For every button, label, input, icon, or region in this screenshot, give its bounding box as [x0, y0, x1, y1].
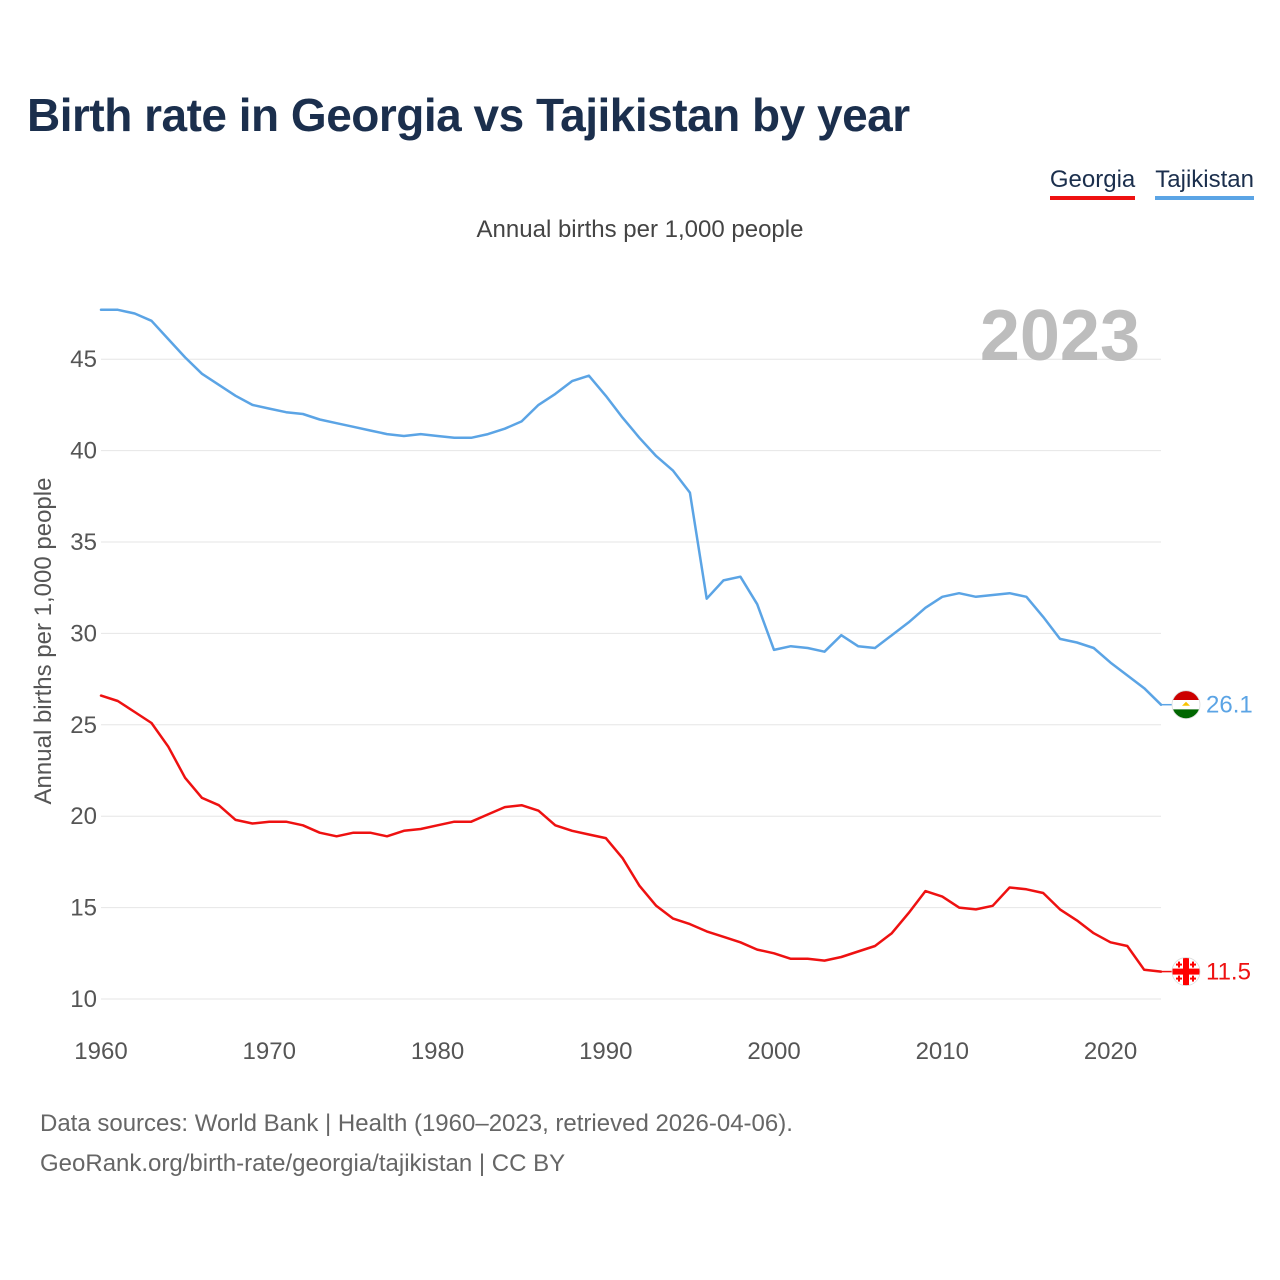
y-axis-label: Annual births per 1,000 people — [30, 478, 57, 805]
y-tick-label: 40 — [70, 438, 97, 465]
source-url[interactable]: GeoRank.org/birth-rate/georgia/tajikista… — [40, 1150, 566, 1177]
tajikistan-flag-icon — [1171, 690, 1201, 720]
x-axis-ticks: 1960 1970 1980 1990 2000 2010 2020 — [74, 1038, 1137, 1065]
legend-item-georgia[interactable]: Georgia — [1049, 166, 1136, 200]
x-tick-label: 1960 — [74, 1038, 127, 1065]
x-tick-label: 1970 — [243, 1038, 296, 1065]
x-tick-label: 2000 — [747, 1038, 800, 1065]
y-tick-label: 20 — [70, 803, 97, 830]
y-tick-label: 45 — [70, 346, 97, 373]
x-tick-label: 1990 — [579, 1038, 632, 1065]
legend-item-tajikistan[interactable]: Tajikistan — [1155, 166, 1254, 200]
y-tick-label: 30 — [70, 620, 97, 647]
x-tick-label: 2020 — [1084, 1038, 1137, 1065]
year-watermark: 2023 — [980, 296, 1140, 376]
chart-title: Birth rate in Georgia vs Tajikistan by y… — [27, 89, 910, 141]
chart-subtitle: Annual births per 1,000 people — [476, 216, 804, 243]
y-tick-label: 35 — [70, 529, 97, 556]
end-markers: 11.5 26.1 — [1161, 690, 1253, 986]
series-line-tajikistan[interactable] — [99, 308, 1163, 706]
y-tick-label: 10 — [70, 986, 97, 1013]
x-tick-label: 1980 — [411, 1038, 464, 1065]
end-value-label-georgia: 11.5 — [1206, 959, 1251, 986]
footer: Data sources: World Bank | Health (1960–… — [40, 1104, 793, 1184]
gridlines — [101, 358, 1161, 1000]
series-line-georgia[interactable] — [99, 694, 1163, 973]
legend: Georgia Tajikistan — [1049, 166, 1254, 200]
series-lines — [99, 308, 1163, 973]
georgia-flag-icon — [1171, 957, 1201, 986]
data-source-note: Data sources: World Bank | Health (1960–… — [40, 1110, 793, 1137]
y-tick-label: 15 — [70, 895, 97, 922]
end-value-label-tajikistan: 26.1 — [1206, 692, 1253, 719]
x-tick-label: 2010 — [916, 1038, 969, 1065]
y-tick-label: 25 — [70, 712, 97, 739]
y-axis-ticks: 10 15 20 25 30 35 40 45 — [70, 346, 97, 1013]
